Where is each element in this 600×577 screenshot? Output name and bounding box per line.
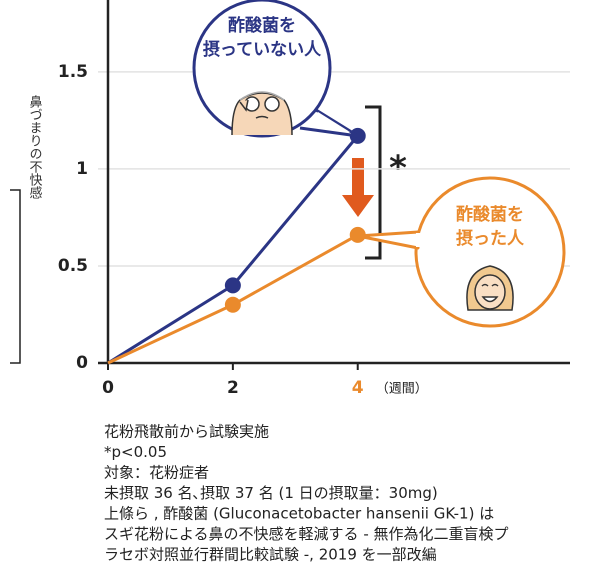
note-line: 花粉飛散前から試験実施 bbox=[104, 423, 269, 441]
decrease-arrow bbox=[342, 158, 374, 217]
x-unit: （週間） bbox=[376, 382, 428, 397]
face-illustration bbox=[466, 265, 514, 311]
y-tick-label: 1.5 bbox=[58, 62, 88, 82]
bubble-text: 摂った人 bbox=[456, 228, 525, 249]
note-line: 未摂取 36 名､摂取 37 名 (1 日の摂取量：30mg) bbox=[104, 484, 438, 502]
x-tick-label: 2 bbox=[227, 378, 239, 398]
x-tick-label: 4 bbox=[352, 378, 364, 398]
note-line: *p<0.05 bbox=[104, 443, 167, 461]
data-point bbox=[224, 296, 241, 313]
x-tick-label: 0 bbox=[102, 378, 114, 398]
y-tick-label: 0.5 bbox=[58, 256, 88, 276]
note-line: スギ花粉による鼻の不快感を軽減する - 無作為化二重盲検プ bbox=[104, 525, 509, 543]
y-tick-label: 1 bbox=[76, 159, 88, 179]
label-bracket bbox=[10, 189, 21, 364]
significance-bracket bbox=[365, 105, 382, 260]
bubble-text: 酢酸菌を bbox=[456, 204, 524, 225]
face-illustration bbox=[231, 91, 293, 136]
note-line: ラセボ対照並行群間比較試験 -, 2019 を一部改編 bbox=[104, 546, 437, 564]
note-line: 上條ら , 酢酸菌 (Gluconacetobacter hansenii GK… bbox=[104, 505, 494, 523]
y-axis-label: 鼻づまりの不快感 bbox=[27, 94, 43, 199]
bubble-text: 摂っていない人 bbox=[203, 39, 322, 60]
y-tick-label: 0 bbox=[76, 353, 88, 373]
bubble-not-taken bbox=[192, 0, 359, 138]
plot-area: 0 0.5 1 1.5 0 2 4 （週間） bbox=[58, 0, 570, 398]
data-point bbox=[224, 277, 241, 294]
note-line: 対象：花粉症者 bbox=[104, 464, 209, 482]
bubble-text: 酢酸菌を bbox=[228, 15, 296, 36]
bubble-taken bbox=[356, 176, 566, 328]
series-line bbox=[107, 134, 359, 365]
